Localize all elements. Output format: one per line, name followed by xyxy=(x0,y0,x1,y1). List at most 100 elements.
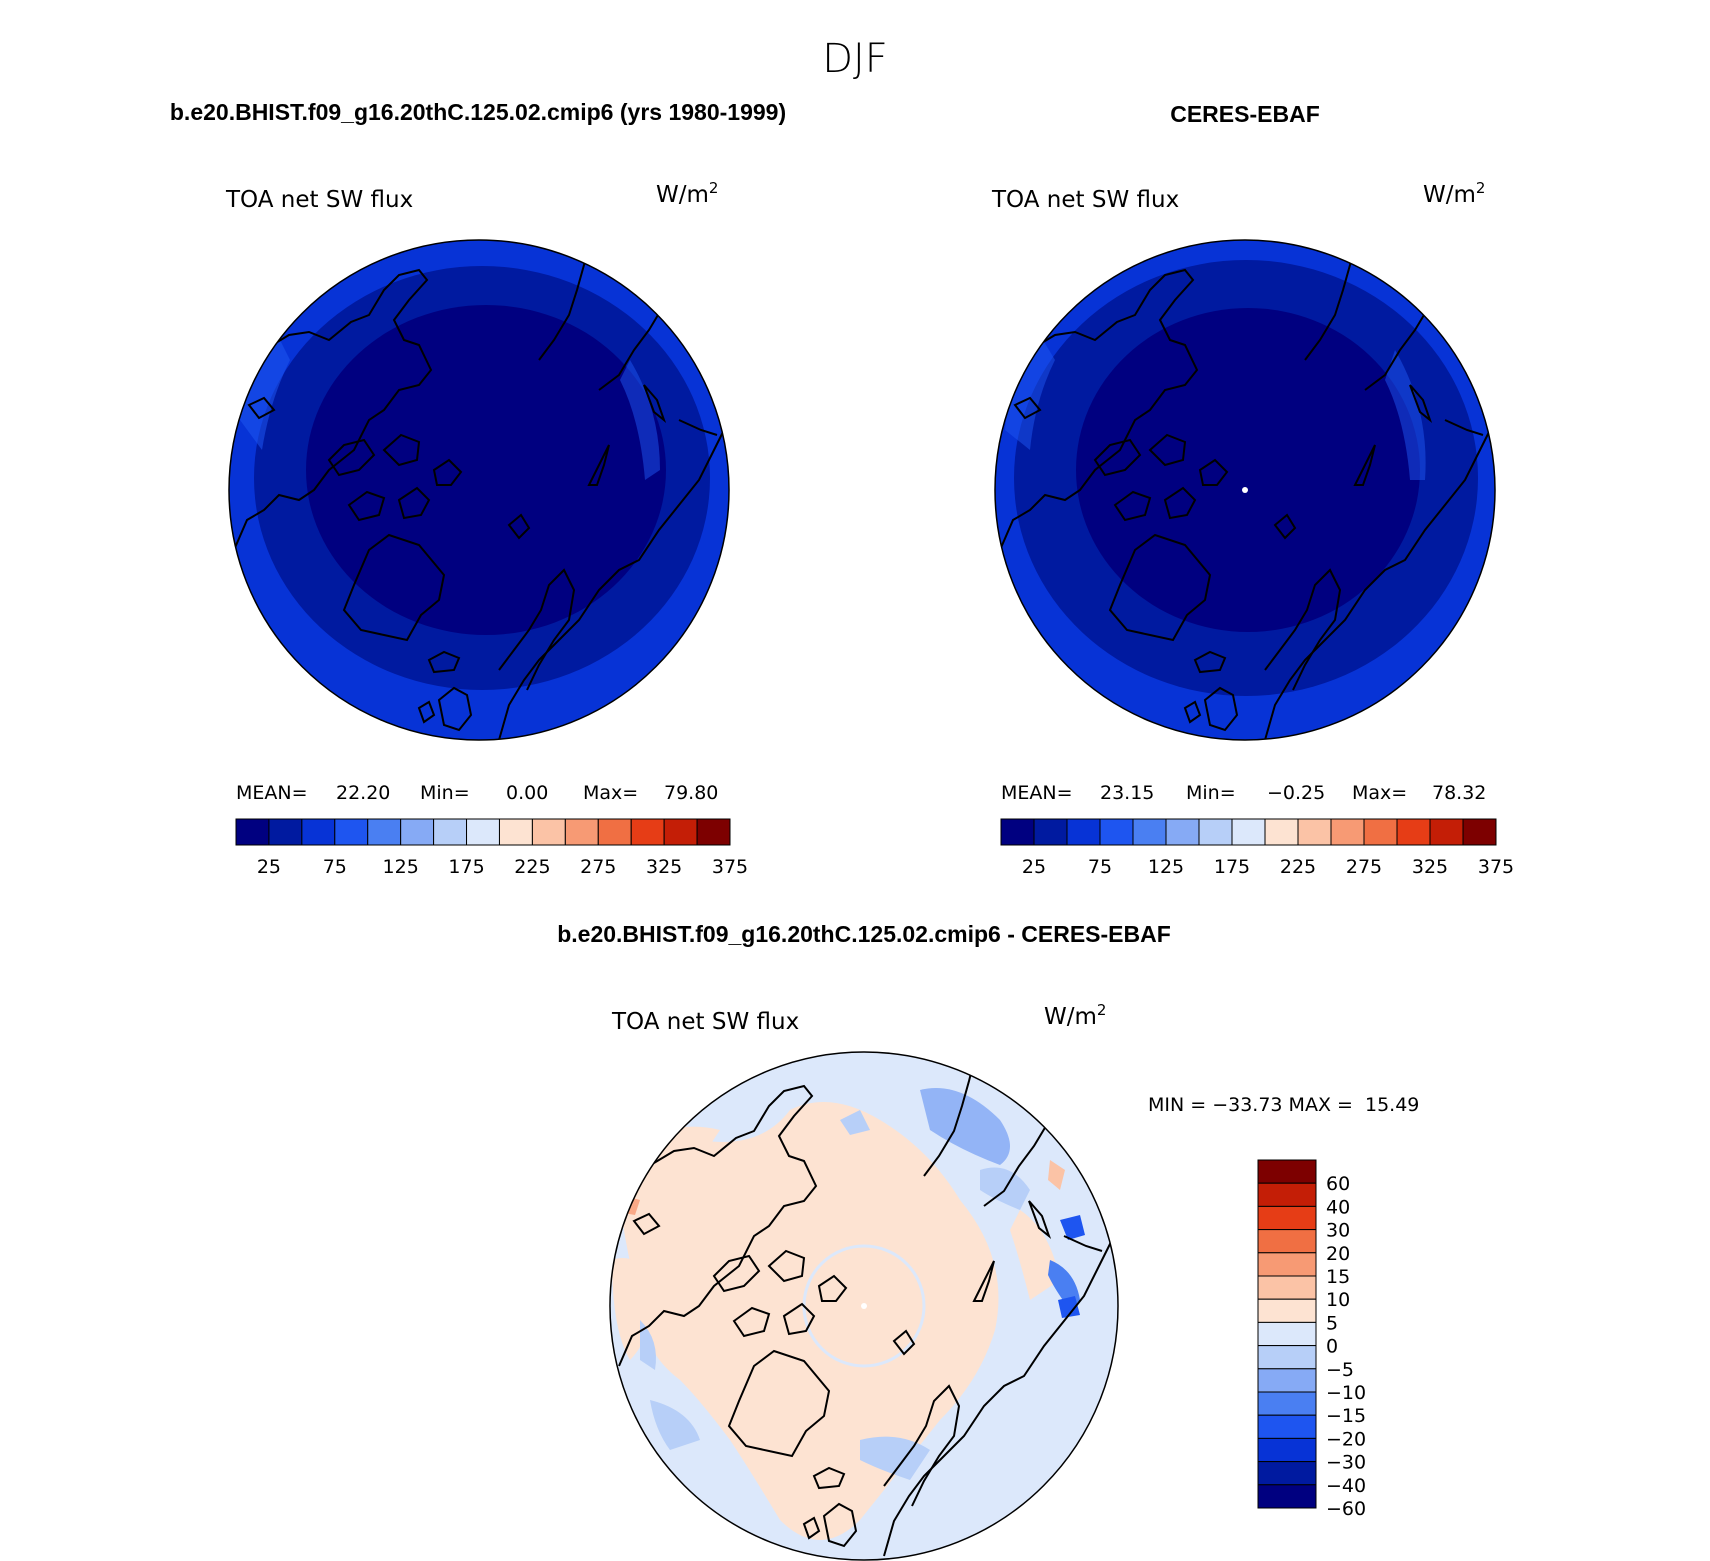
panel-model-colorbar-swatch xyxy=(498,818,533,846)
panel-diff-colorbar-tick-label: 0 xyxy=(1326,1336,1338,1358)
panel-diff-map xyxy=(609,1051,1119,1561)
panel-model-colorbar-swatch xyxy=(235,818,270,846)
panel-obs-min-label: Min= xyxy=(1186,782,1236,804)
panel-model-stats: MEAN= 22.20 Min= 0.00 Max= 79.80 xyxy=(236,782,718,804)
panel-obs-colorbar-swatch xyxy=(1132,818,1167,846)
panel-obs-map xyxy=(994,239,1496,741)
panel-obs-colorbar-swatch xyxy=(1363,818,1398,846)
panel-model-mean-label: MEAN= xyxy=(236,782,308,804)
panel-obs-units: W/m2 xyxy=(1423,179,1485,208)
panel-model-colorbar-tick-label: 175 xyxy=(448,856,484,878)
panel-model-colorbar-ticks: 25 75 125 175 225 275 325 375 xyxy=(257,856,748,878)
panel-diff-colorbar-swatch xyxy=(1257,1414,1317,1439)
panel-model-colorbar-swatch xyxy=(400,818,435,846)
panel-model-min-value: 0.00 xyxy=(506,782,548,804)
panel-obs-colorbar-ticks: 25 75 125 175 225 275 325 375 xyxy=(1022,856,1514,878)
panel-model-colorbar-swatch xyxy=(268,818,303,846)
panel-obs-min-value: −0.25 xyxy=(1267,782,1325,804)
panel-diff-colorbar-tick-label: −30 xyxy=(1326,1452,1366,1474)
panel-model-colorbar-swatch xyxy=(630,818,665,846)
panel-diff-colorbar-tick-label: 60 xyxy=(1326,1173,1350,1195)
panel-obs-max-value: 78.32 xyxy=(1432,782,1486,804)
panel-obs-colorbar-swatch xyxy=(1429,818,1464,846)
panel-diff-colorbar-swatch xyxy=(1257,1368,1317,1393)
panel-model-mean-value: 22.20 xyxy=(336,782,390,804)
panel-model-units-sup: 2 xyxy=(709,179,719,197)
panel-model-colorbar-tick-label: 25 xyxy=(257,856,281,878)
panel-model-map xyxy=(228,239,730,741)
panel-model-max-value: 79.80 xyxy=(664,782,718,804)
panel-obs-max-label: Max= xyxy=(1352,782,1407,804)
panel-obs-title: CERES-EBAF xyxy=(1170,101,1320,127)
panel-obs-colorbar-tick-label: 175 xyxy=(1214,856,1250,878)
panel-diff-variable: TOA net SW flux xyxy=(611,1009,799,1035)
panel-obs-colorbar-tick-label: 375 xyxy=(1478,856,1514,878)
panel-model-colorbar-tick-label: 125 xyxy=(383,856,419,878)
panel-diff-colorbar-tick-label: −5 xyxy=(1326,1359,1354,1381)
panel-obs-colorbar-tick-label: 325 xyxy=(1412,856,1448,878)
panel-obs-band-inner xyxy=(1076,308,1420,632)
panel-obs-colorbar-swatch xyxy=(1231,818,1266,846)
panel-model-variable: TOA net SW flux xyxy=(225,187,413,213)
panel-diff-colorbar-tick-label: 10 xyxy=(1326,1289,1350,1311)
panel-diff-colorbar-tick-label: −40 xyxy=(1326,1475,1366,1497)
panel-model-colorbar-tick-label: 275 xyxy=(580,856,616,878)
panel-model: b.e20.BHIST.f09_g16.20thC.125.02.cmip6 (… xyxy=(170,99,786,878)
panel-diff-units-base: W/m xyxy=(1044,1004,1097,1030)
panel-diff-colorbar-swatch xyxy=(1257,1391,1317,1416)
panel-diff-colorbar-tick-label: 5 xyxy=(1326,1312,1338,1334)
panel-diff-colorbar-swatch xyxy=(1257,1252,1317,1277)
panel-obs-colorbar-swatch xyxy=(1297,818,1332,846)
panel-diff-colorbar-swatch xyxy=(1257,1298,1317,1323)
panel-obs-colorbar-swatch xyxy=(1330,818,1365,846)
panel-diff-colorbar-swatch xyxy=(1257,1275,1317,1300)
panel-obs-colorbar-tick-label: 25 xyxy=(1022,856,1046,878)
panel-model-colorbar xyxy=(235,818,731,846)
panel-model-colorbar-tick-label: 75 xyxy=(323,856,347,878)
panel-obs-colorbar-tick-label: 225 xyxy=(1280,856,1316,878)
panel-diff-colorbar-swatch xyxy=(1257,1229,1317,1254)
panel-diff-colorbar-swatch xyxy=(1257,1461,1317,1486)
panel-diff-colorbar xyxy=(1257,1159,1317,1509)
panel-obs-mean-label: MEAN= xyxy=(1001,782,1073,804)
panel-obs-colorbar-swatch xyxy=(1066,818,1101,846)
panel-diff-colorbar-tick-label: −20 xyxy=(1326,1428,1366,1450)
panel-diff-colorbar-tick-label: 30 xyxy=(1326,1220,1350,1242)
panel-model-colorbar-swatch xyxy=(334,818,369,846)
panel-model-colorbar-swatch xyxy=(531,818,566,846)
panel-obs-colorbar-swatch xyxy=(1000,818,1035,846)
panel-model-colorbar-tick-label: 325 xyxy=(646,856,682,878)
panel-model-colorbar-tick-label: 225 xyxy=(514,856,550,878)
panel-diff-units-sup: 2 xyxy=(1097,1001,1107,1019)
panel-model-colorbar-swatch xyxy=(564,818,599,846)
panel-obs-colorbar xyxy=(1000,818,1497,846)
panel-obs-colorbar-swatch xyxy=(1462,818,1497,846)
panel-obs-stats: MEAN= 23.15 Min= −0.25 Max= 78.32 xyxy=(1001,782,1486,804)
panel-diff-colorbar-tick-label: 20 xyxy=(1326,1243,1350,1265)
panel-model-colorbar-tick-label: 375 xyxy=(712,856,748,878)
panel-model-colorbar-swatch xyxy=(301,818,336,846)
panel-diff-positive-region xyxy=(620,1102,999,1540)
panel-model-colorbar-swatch xyxy=(433,818,468,846)
panel-model-colorbar-swatch xyxy=(663,818,698,846)
panel-obs-colorbar-swatch xyxy=(1033,818,1068,846)
panel-obs-colorbar-swatch xyxy=(1264,818,1299,846)
panel-diff-colorbar-swatch xyxy=(1257,1437,1317,1463)
panel-diff-colorbar-tick-label: 15 xyxy=(1326,1266,1350,1288)
panel-diff-units: W/m2 xyxy=(1044,1001,1106,1030)
panel-diff-colorbar-swatch xyxy=(1257,1205,1317,1231)
panel-obs-colorbar-swatch xyxy=(1165,818,1200,846)
panel-model-min-label: Min= xyxy=(420,782,470,804)
panel-diff-colorbar-tick-label: −60 xyxy=(1326,1498,1366,1520)
panel-obs-colorbar-tick-label: 125 xyxy=(1148,856,1184,878)
panel-obs-units-sup: 2 xyxy=(1476,179,1486,197)
panel-obs-colorbar-swatch xyxy=(1099,818,1134,846)
panel-model-band-inner xyxy=(306,305,666,635)
panel-model-colorbar-swatch xyxy=(696,818,731,846)
panel-diff-title: b.e20.BHIST.f09_g16.20thC.125.02.cmip6 -… xyxy=(557,921,1171,947)
figure-title: DJF xyxy=(822,36,888,82)
panel-obs: CERES-EBAF TOA net SW flux W/m2 MEAN= 23… xyxy=(991,101,1514,878)
panel-diff-colorbar-swatch xyxy=(1257,1182,1317,1207)
